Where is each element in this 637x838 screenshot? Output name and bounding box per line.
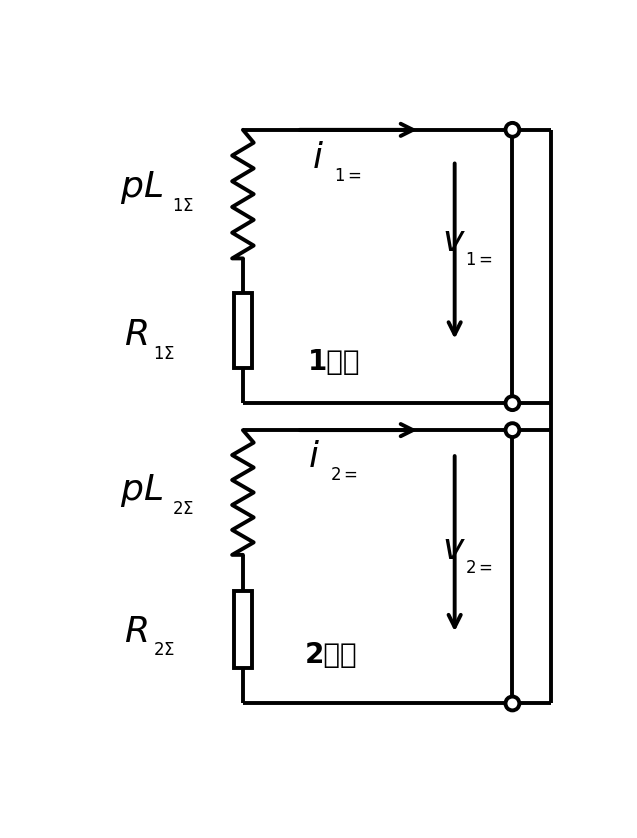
Text: $_{1\Sigma}$: $_{1\Sigma}$	[153, 338, 175, 362]
Text: $v$: $v$	[441, 532, 466, 566]
Text: 2序网: 2序网	[304, 641, 357, 669]
Text: $i$: $i$	[308, 440, 320, 474]
Bar	[234, 293, 252, 369]
Text: $_{1\Sigma}$: $_{1\Sigma}$	[172, 190, 194, 215]
Text: $pL$: $pL$	[120, 169, 162, 206]
Text: $pL$: $pL$	[120, 472, 162, 509]
Bar	[234, 591, 252, 668]
Text: 1序网: 1序网	[308, 349, 361, 376]
Text: $R$: $R$	[124, 318, 147, 353]
Circle shape	[506, 696, 519, 711]
Text: $_{1=}$: $_{1=}$	[334, 160, 362, 184]
Circle shape	[506, 396, 519, 410]
Text: $_{1=}$: $_{1=}$	[464, 244, 493, 268]
Text: $_{2\Sigma}$: $_{2\Sigma}$	[172, 493, 194, 517]
Text: $_{2\Sigma}$: $_{2\Sigma}$	[153, 634, 175, 659]
Text: $_{2=}$: $_{2=}$	[330, 459, 358, 483]
Circle shape	[506, 123, 519, 137]
Text: $_{2=}$: $_{2=}$	[464, 552, 493, 576]
Text: $v$: $v$	[441, 225, 466, 258]
Text: $R$: $R$	[124, 615, 147, 649]
Circle shape	[506, 423, 519, 437]
Text: $i$: $i$	[312, 142, 324, 175]
